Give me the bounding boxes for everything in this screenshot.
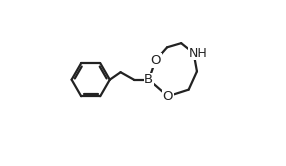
Text: O: O: [150, 54, 161, 67]
Text: O: O: [163, 90, 173, 103]
Text: NH: NH: [188, 47, 207, 60]
Text: B: B: [144, 73, 153, 86]
